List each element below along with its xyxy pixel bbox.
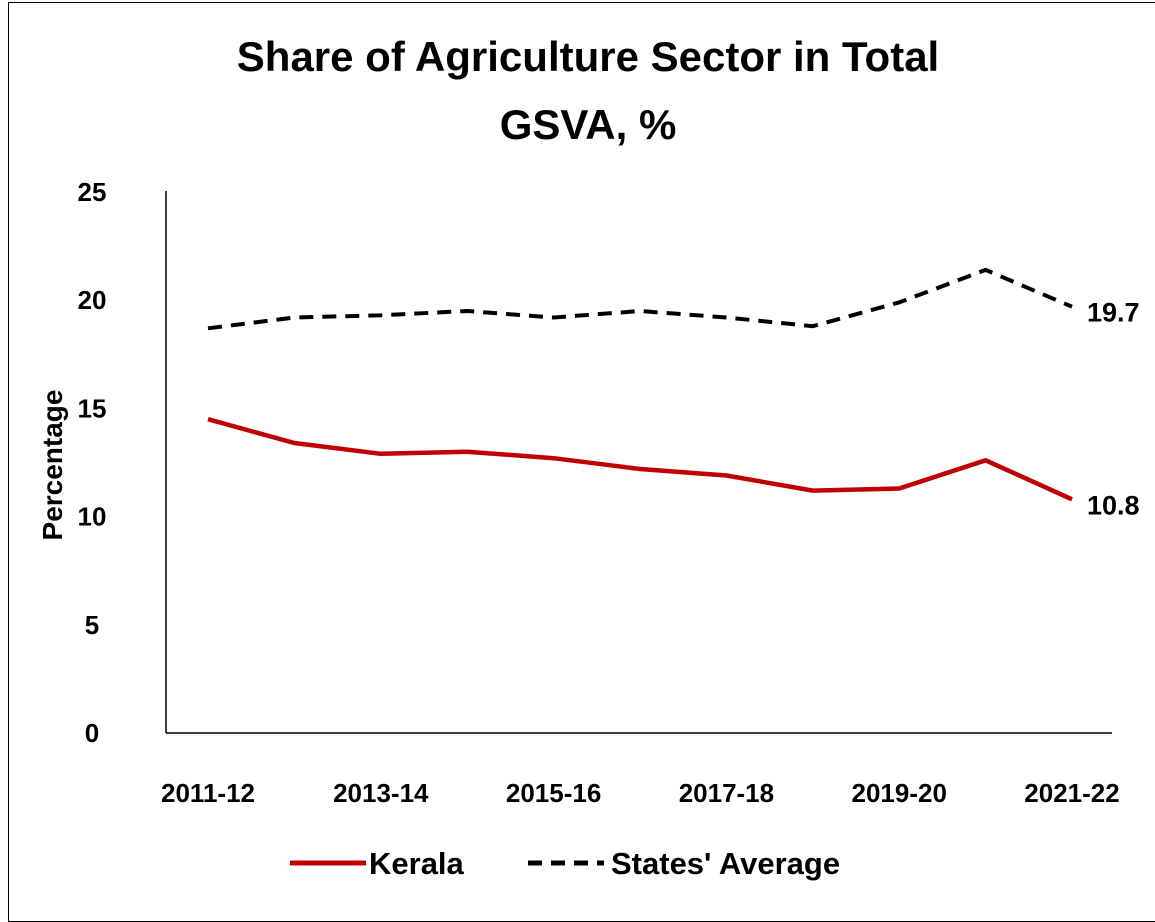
- series-line-kerala: [207, 417, 1073, 502]
- x-tick-label: 2013-14: [333, 778, 429, 808]
- chart-title-line-2: GSVA, %: [500, 101, 677, 148]
- y-axis-title: Percentage: [37, 390, 68, 541]
- legend: Kerala States' Average: [290, 846, 840, 881]
- x-tick-label: 2017-18: [679, 778, 774, 808]
- y-tick-label: 20: [78, 285, 107, 315]
- y-tick-label: 15: [78, 393, 107, 423]
- x-tick-label: 2011-12: [161, 778, 255, 808]
- data-label-states-average-end: 19.7: [1087, 298, 1140, 328]
- chart-title-line-1: Share of Agriculture Sector in Total: [237, 33, 939, 80]
- series-line-states-average: [207, 267, 1073, 331]
- y-tick-label: 25: [78, 177, 107, 207]
- legend-label-kerala: Kerala: [369, 846, 465, 881]
- data-point-states-average: [291, 315, 297, 321]
- y-tick-label: 0: [85, 718, 99, 748]
- x-tick-label: 2021-22: [1024, 778, 1119, 808]
- legend-label-states-average: States' Average: [611, 846, 840, 881]
- x-tick-label: 2015-16: [506, 778, 601, 808]
- y-tick-label: 10: [78, 502, 107, 532]
- y-tick-label: 5: [85, 610, 99, 640]
- data-point-states-average: [637, 308, 643, 314]
- x-tick-label: 2019-20: [851, 778, 946, 808]
- data-label-kerala-end: 10.8: [1087, 490, 1140, 520]
